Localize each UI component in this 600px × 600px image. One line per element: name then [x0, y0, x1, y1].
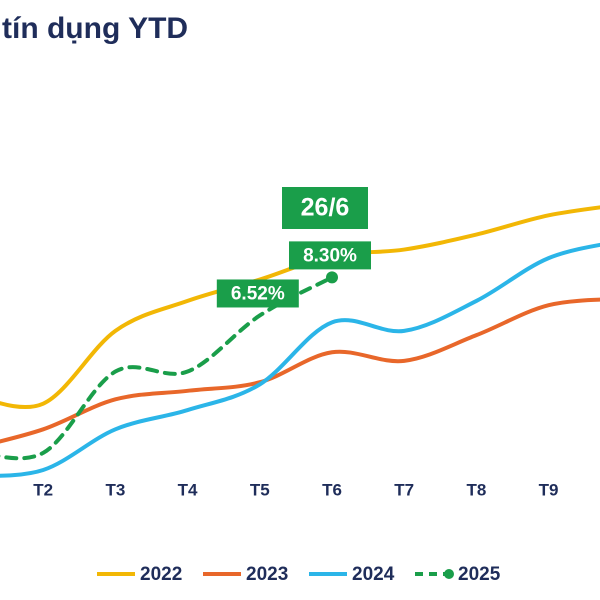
end-marker: [326, 271, 338, 284]
series-line: [0, 205, 600, 410]
annotation-box: [282, 187, 368, 229]
value-label-box: [289, 241, 371, 270]
x-tick-label: T4: [178, 480, 198, 499]
series-line: [0, 242, 600, 478]
series-line: [0, 297, 600, 444]
value-label-box: [216, 279, 299, 308]
legend-label: 2024: [352, 564, 395, 585]
legend-label: 2023: [246, 564, 288, 585]
x-tick-label: T7: [394, 480, 414, 499]
x-tick-label: T5: [250, 480, 270, 499]
value-label: 6.52%: [231, 283, 285, 304]
x-tick-label: T9: [539, 480, 559, 499]
annotation: 26/6: [301, 194, 350, 222]
legend-label: 2025: [458, 564, 501, 585]
legend-label: 2022: [140, 564, 182, 585]
x-tick-label: T8: [466, 480, 486, 499]
series-line: [0, 275, 334, 461]
legend-dot: [444, 569, 454, 579]
x-tick-label: T2: [33, 480, 53, 499]
x-tick-label: T6: [322, 480, 342, 499]
x-tick-label: T3: [105, 480, 125, 499]
chart-title: tín dụng YTD: [2, 12, 188, 45]
value-label: 8.30%: [303, 245, 357, 266]
